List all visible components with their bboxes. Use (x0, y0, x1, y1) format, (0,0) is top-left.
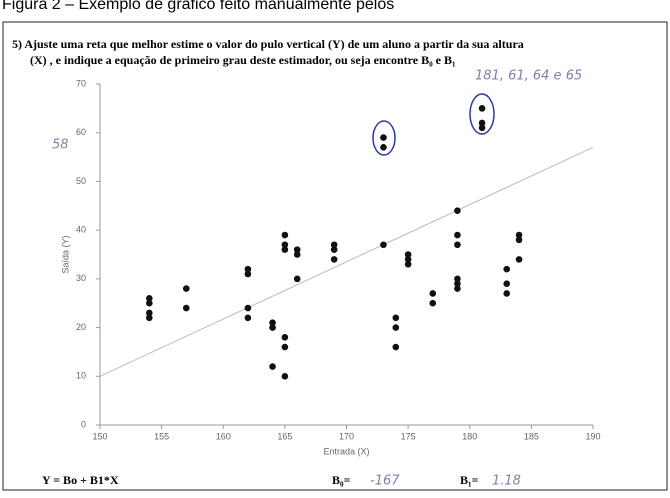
point (183, 305, 190, 312)
caption: Figura 2 – Exemplo de gráfico feito manu… (2, 0, 394, 13)
point (380, 144, 387, 151)
point (516, 232, 523, 239)
point (429, 290, 436, 297)
b0-answer: -167 (370, 474, 400, 489)
point (282, 241, 289, 248)
point (503, 280, 510, 287)
point (245, 266, 252, 273)
x-tick-label: 185 (524, 431, 539, 441)
point (393, 324, 400, 331)
point (479, 105, 486, 112)
y-axis-label: Saída (Y) (60, 235, 70, 273)
point (146, 310, 153, 317)
y-tick-label: 60 (76, 127, 86, 137)
point (454, 207, 461, 214)
y-tick-label: 10 (76, 371, 86, 381)
y-tick-label: 30 (76, 273, 86, 283)
point (269, 319, 276, 326)
y-tick-label: 50 (76, 176, 86, 186)
point (479, 120, 486, 127)
handwritten-note: 58 (52, 138, 69, 153)
b0-label: B₀= (332, 473, 351, 487)
point (245, 315, 252, 322)
point (183, 285, 190, 292)
point (146, 295, 153, 302)
point (269, 363, 276, 370)
x-tick-label: 190 (585, 431, 600, 441)
x-tick-label: 150 (92, 431, 107, 441)
point (393, 315, 400, 322)
formula: Y = Bo + B1*X (42, 473, 119, 487)
point (380, 241, 387, 248)
point (282, 334, 289, 341)
page: Figura 2 – Exemplo de gráfico feito manu… (0, 0, 670, 493)
b1-label: B₁= (460, 473, 479, 487)
x-tick-label: 180 (462, 431, 477, 441)
y-tick-label: 40 (76, 225, 86, 235)
point (282, 373, 289, 380)
question-line: 5) Ajuste uma reta que melhor estime o v… (12, 37, 524, 51)
y-tick-label: 0 (81, 419, 86, 429)
y-tick-label: 20 (76, 322, 86, 332)
x-tick-label: 160 (216, 431, 231, 441)
x-tick-label: 165 (277, 431, 292, 441)
point (393, 344, 400, 351)
point (282, 344, 289, 351)
point (380, 134, 387, 141)
point (516, 256, 523, 263)
point (294, 246, 301, 253)
point (405, 251, 412, 258)
point (429, 300, 436, 307)
question-line: (X) , e indique a equação de primeiro gr… (30, 53, 456, 67)
point (331, 241, 338, 248)
point (294, 276, 301, 283)
point (245, 305, 252, 312)
point (454, 241, 461, 248)
x-axis-label: Entrada (X) (323, 446, 369, 456)
x-tick-label: 155 (154, 431, 169, 441)
y-tick-label: 70 (76, 78, 86, 88)
point (331, 256, 338, 263)
x-tick-label: 170 (339, 431, 354, 441)
point (503, 266, 510, 273)
b1-answer: 1.18 (492, 474, 521, 489)
point (282, 232, 289, 239)
point (454, 232, 461, 239)
handwritten-note: 181, 61, 64 e 65 (475, 69, 582, 84)
point (503, 290, 510, 297)
x-tick-label: 175 (401, 431, 416, 441)
point (454, 276, 461, 283)
